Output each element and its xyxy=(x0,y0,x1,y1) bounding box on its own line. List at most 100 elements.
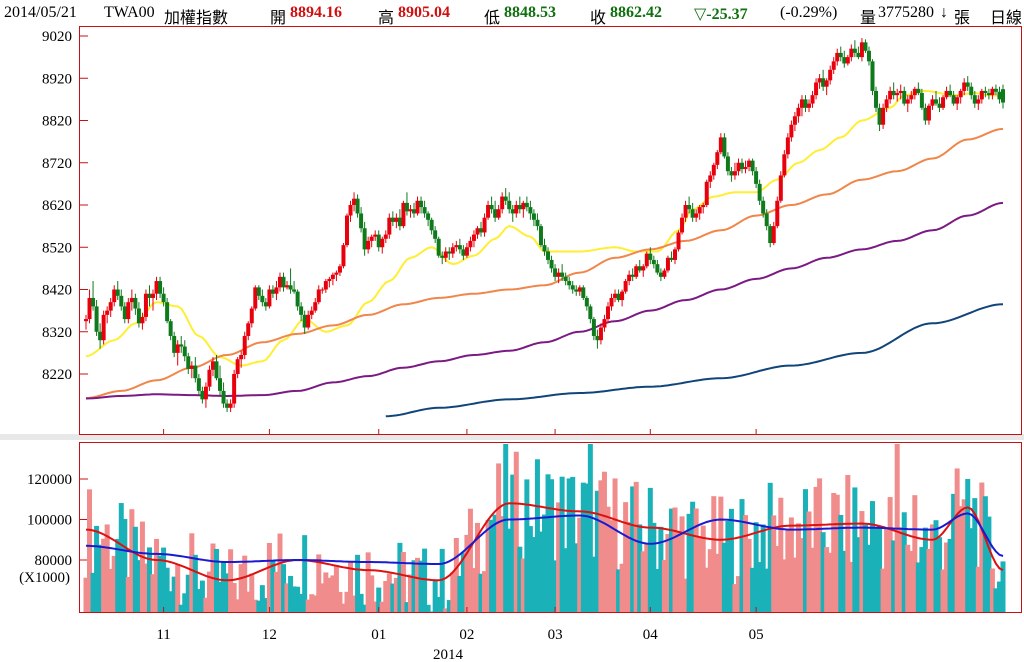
candle-body xyxy=(563,276,568,282)
candle-body xyxy=(203,386,208,400)
candle-body xyxy=(722,137,727,157)
volume-bar xyxy=(831,493,837,612)
candle-body xyxy=(362,228,367,250)
price-tick-label: 8320 xyxy=(42,325,72,341)
volume-bar xyxy=(256,600,262,612)
volume-tick-label: 80000 xyxy=(35,553,73,569)
candle-body xyxy=(591,319,596,336)
volume-bar xyxy=(880,568,886,612)
volume-bar xyxy=(859,511,865,612)
candle-body xyxy=(690,209,695,218)
volume-bar xyxy=(989,568,995,612)
volume-bar xyxy=(231,583,237,612)
volume-bar xyxy=(111,555,117,612)
volume-bar xyxy=(739,499,745,612)
candle-body xyxy=(182,346,187,357)
candle-body xyxy=(630,274,635,277)
price-pane-frame xyxy=(79,26,1022,435)
volume-bar xyxy=(178,604,184,612)
volume-bar xyxy=(877,526,883,612)
candle-body xyxy=(337,266,342,273)
candle-body xyxy=(105,310,110,315)
volume-bar xyxy=(238,564,244,612)
candle-body xyxy=(186,356,191,369)
volume-bar xyxy=(841,550,847,612)
volume-bar xyxy=(686,513,692,612)
candle-body xyxy=(475,228,480,235)
volume-bar xyxy=(965,478,971,612)
candle-body xyxy=(535,219,540,227)
volume-bar xyxy=(700,525,706,612)
price-tick-label: 8620 xyxy=(42,198,72,214)
candle-body xyxy=(796,107,801,117)
candle-body xyxy=(687,205,692,210)
volume-bar xyxy=(161,547,167,612)
volume-value: 3775280 xyxy=(878,4,934,21)
candle-body xyxy=(210,361,215,370)
volume-bar xyxy=(732,584,738,612)
candle-body xyxy=(366,240,371,250)
price-tick-label: 8520 xyxy=(42,240,72,256)
candle-body xyxy=(221,390,226,404)
volume-bar xyxy=(351,595,357,612)
volume-bar xyxy=(781,559,787,612)
candle-body xyxy=(207,369,212,387)
volume-bar xyxy=(182,593,188,612)
candle-body xyxy=(877,107,882,125)
candle-body xyxy=(323,281,328,290)
candle-body xyxy=(510,209,515,214)
volume-label: 量 xyxy=(860,10,877,27)
volume-bar xyxy=(288,575,294,612)
candle-body xyxy=(115,289,120,296)
candle-body xyxy=(87,297,92,320)
candle-body xyxy=(302,314,307,328)
candle-body xyxy=(715,152,720,165)
candle-body xyxy=(348,205,353,216)
volume-bar xyxy=(305,599,311,612)
candle-body xyxy=(655,264,660,273)
candle-body xyxy=(891,90,896,96)
volume-bar xyxy=(513,451,519,612)
volume-bar xyxy=(527,526,533,612)
volume-bar xyxy=(224,573,230,612)
volume-bar xyxy=(270,561,276,612)
candle-body xyxy=(546,251,551,260)
volume-bar xyxy=(933,520,939,612)
candle-body xyxy=(616,293,621,301)
volume-bar xyxy=(259,585,265,612)
volume-bar xyxy=(386,573,392,612)
candle-body xyxy=(933,99,938,104)
candle-body xyxy=(662,270,667,277)
candle-body xyxy=(711,164,716,176)
candle-body xyxy=(464,247,469,256)
volume-bar xyxy=(213,548,219,612)
candle-body xyxy=(916,88,921,94)
candle-body xyxy=(574,289,579,292)
volume-bar xyxy=(968,528,974,612)
volume-bar xyxy=(453,537,459,612)
volume-bar xyxy=(337,591,343,612)
candle-body xyxy=(98,331,103,341)
candle-body xyxy=(581,287,586,298)
candle-body xyxy=(129,297,134,303)
candle-body xyxy=(778,175,783,201)
volume-bar xyxy=(1000,561,1006,612)
candle-body xyxy=(701,205,706,208)
candle-body xyxy=(158,281,163,294)
candle-body xyxy=(376,234,381,248)
volume-bar xyxy=(767,482,773,612)
volume-bar xyxy=(929,524,935,612)
candle-body xyxy=(524,202,529,208)
price-tick-label: 8720 xyxy=(42,156,72,172)
volume-bar xyxy=(802,489,808,612)
candle-body xyxy=(926,105,931,121)
volume-bar xyxy=(510,474,516,612)
volume-bar xyxy=(612,478,618,612)
candle-body xyxy=(521,202,526,210)
volume-bar xyxy=(947,538,953,612)
candle-body xyxy=(718,137,723,153)
candle-body xyxy=(295,291,300,307)
volume-bar xyxy=(340,603,346,612)
date-axis: 2014 11 12 01 02 03 04 05 xyxy=(156,429,764,662)
